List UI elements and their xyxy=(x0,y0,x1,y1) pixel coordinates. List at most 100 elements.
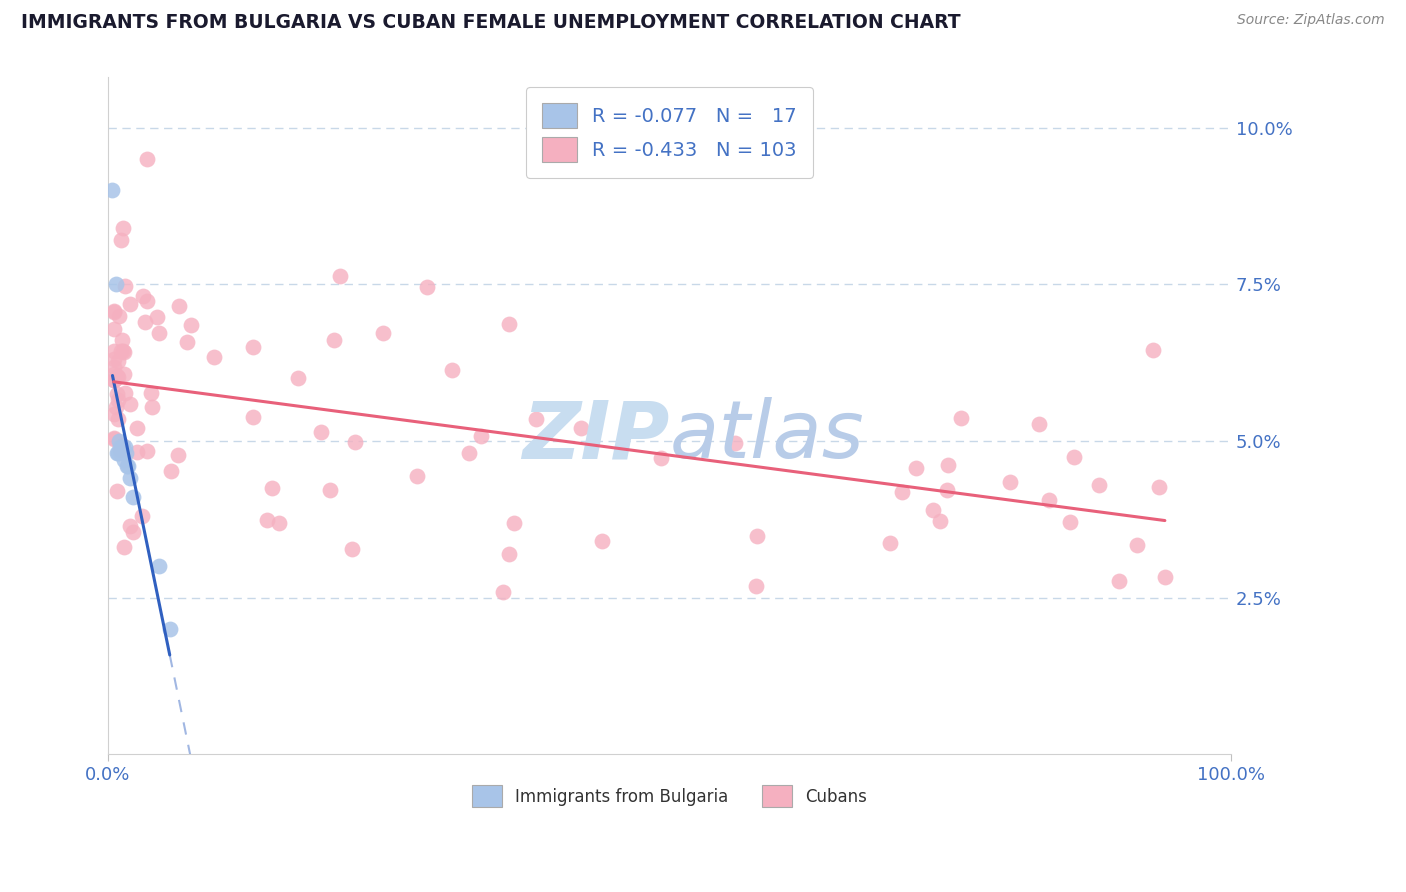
Point xyxy=(136,443,159,458)
Point xyxy=(107,446,129,460)
Point xyxy=(524,412,547,426)
Point xyxy=(141,400,163,414)
Point xyxy=(242,340,264,354)
Point xyxy=(1038,493,1060,508)
Point xyxy=(1108,574,1130,588)
Point xyxy=(103,321,125,335)
Point xyxy=(118,397,141,411)
Point xyxy=(111,440,134,454)
Point xyxy=(115,458,138,473)
Point xyxy=(929,514,952,528)
Point xyxy=(949,411,972,425)
Point xyxy=(103,360,125,375)
Point xyxy=(104,401,127,415)
Point xyxy=(159,622,181,636)
Point xyxy=(120,518,142,533)
Point xyxy=(905,461,928,475)
Point xyxy=(498,318,520,332)
Point xyxy=(160,464,183,478)
Point xyxy=(139,386,162,401)
Point xyxy=(745,529,768,543)
Point xyxy=(132,289,155,303)
Text: IMMIGRANTS FROM BULGARIA VS CUBAN FEMALE UNEMPLOYMENT CORRELATION CHART: IMMIGRANTS FROM BULGARIA VS CUBAN FEMALE… xyxy=(21,13,960,32)
Point xyxy=(1087,477,1109,491)
Point xyxy=(120,471,142,485)
Point xyxy=(131,508,153,523)
Point xyxy=(112,221,135,235)
Point xyxy=(108,434,131,448)
Point xyxy=(114,440,136,454)
Point xyxy=(724,436,747,450)
Point xyxy=(998,475,1021,489)
Point xyxy=(103,432,125,446)
Point xyxy=(105,446,128,460)
Point xyxy=(180,318,202,332)
Point xyxy=(498,547,520,561)
Point xyxy=(340,542,363,557)
Point xyxy=(107,370,129,384)
Point xyxy=(262,481,284,495)
Point xyxy=(344,434,367,449)
Point xyxy=(107,353,129,368)
Point xyxy=(108,309,131,323)
Point xyxy=(115,446,138,460)
Point xyxy=(104,277,127,292)
Point xyxy=(114,278,136,293)
Point xyxy=(110,440,132,454)
Point xyxy=(269,516,291,530)
Point xyxy=(112,367,135,381)
Point xyxy=(416,280,439,294)
Point xyxy=(103,367,125,381)
Point xyxy=(110,446,132,460)
Point xyxy=(103,305,125,319)
Point xyxy=(879,536,901,550)
Point xyxy=(569,421,592,435)
Point xyxy=(107,412,129,426)
Point xyxy=(309,425,332,440)
Point xyxy=(125,421,148,435)
Point xyxy=(202,350,225,364)
Point xyxy=(319,483,342,497)
Point xyxy=(103,408,125,422)
Point xyxy=(1147,480,1170,494)
Point xyxy=(167,299,190,313)
Point xyxy=(105,484,128,499)
Point xyxy=(936,458,959,472)
Point xyxy=(117,458,139,473)
Point xyxy=(145,310,167,324)
Text: atlas: atlas xyxy=(669,397,865,475)
Point xyxy=(176,334,198,349)
Point xyxy=(103,373,125,387)
Point xyxy=(744,579,766,593)
Point xyxy=(103,343,125,358)
Point xyxy=(470,429,492,443)
Point xyxy=(242,409,264,424)
Point xyxy=(103,351,125,366)
Point xyxy=(120,296,142,310)
Point xyxy=(406,469,429,483)
Point xyxy=(103,431,125,445)
Point xyxy=(134,315,156,329)
Point xyxy=(167,448,190,462)
Point xyxy=(136,152,159,166)
Point xyxy=(1142,343,1164,358)
Point xyxy=(1125,538,1147,552)
Point xyxy=(591,534,613,549)
Text: ZIP: ZIP xyxy=(522,397,669,475)
Legend: Immigrants from Bulgaria, Cubans: Immigrants from Bulgaria, Cubans xyxy=(465,779,873,814)
Point xyxy=(112,452,135,467)
Point xyxy=(105,386,128,401)
Point xyxy=(1028,417,1050,431)
Point xyxy=(110,442,132,457)
Point xyxy=(110,233,132,247)
Point xyxy=(103,304,125,318)
Point xyxy=(103,373,125,387)
Point xyxy=(112,344,135,359)
Point xyxy=(110,343,132,358)
Point xyxy=(105,369,128,384)
Point xyxy=(256,513,278,527)
Point xyxy=(135,294,157,309)
Point xyxy=(458,445,481,459)
Point xyxy=(101,183,124,197)
Point xyxy=(329,269,352,284)
